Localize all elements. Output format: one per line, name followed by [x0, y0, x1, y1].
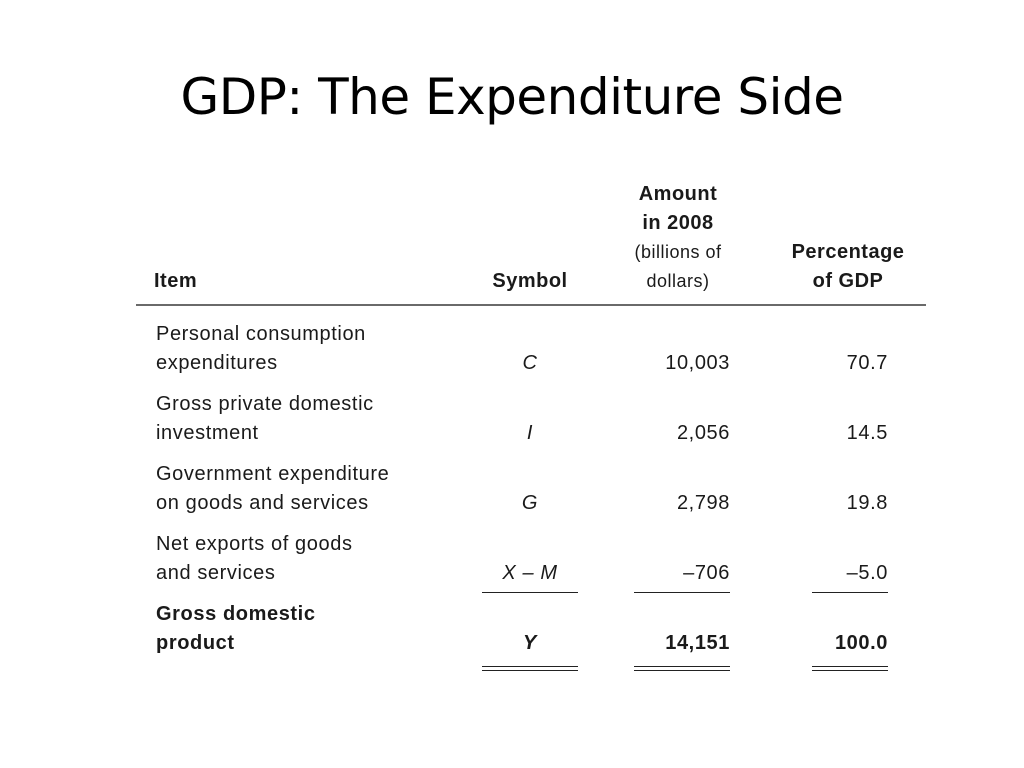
row-item-line1: Net exports of goods — [156, 533, 353, 555]
subtotal-rule-percentage — [812, 592, 888, 593]
total-item: Gross domestic product — [156, 600, 476, 658]
subtotal-rule-amount — [634, 592, 730, 593]
slide-title: GDP: The Expenditure Side — [180, 68, 844, 126]
row-amount: 10,003 — [665, 352, 730, 374]
header-amount-line4: dollars) — [646, 271, 710, 291]
table-header: Item Symbol Amount in 2008 (billions of … — [136, 180, 926, 306]
header-item: Item — [154, 270, 198, 292]
row-item: Net exports of goods and services — [156, 530, 476, 588]
row-item-line1: Government expenditure — [156, 463, 390, 485]
row-item-line2: on goods and services — [156, 492, 369, 514]
header-percentage-line1: Percentage — [791, 241, 905, 263]
row-amount: 2,798 — [676, 492, 730, 514]
table-row: Gross private domestic investment I 2,05… — [136, 382, 926, 452]
total-rule-symbol — [482, 666, 578, 671]
row-percentage: 19.8 — [846, 492, 888, 514]
table-row: Personal consumption expenditures C 10,0… — [136, 312, 926, 382]
row-item-line1: Gross private domestic — [156, 393, 374, 415]
row-item-line2: investment — [156, 422, 259, 444]
header-amount-line2: in 2008 — [642, 212, 714, 234]
row-item-line2: and services — [156, 562, 276, 584]
row-item-line2: expenditures — [156, 352, 278, 374]
row-amount: 2,056 — [676, 422, 730, 444]
row-symbol: G — [521, 492, 539, 514]
header-amount: Amount in 2008 (billions of dollars) — [608, 180, 748, 296]
row-item: Gross private domestic investment — [156, 390, 476, 448]
row-item: Personal consumption expenditures — [156, 320, 476, 378]
row-symbol: I — [526, 422, 534, 444]
row-amount: –706 — [683, 562, 730, 584]
total-amount: 14,151 — [665, 632, 730, 654]
total-rule-percentage — [812, 666, 888, 671]
row-percentage: 14.5 — [846, 422, 888, 444]
total-item-line1: Gross domestic — [156, 603, 316, 625]
header-symbol: Symbol — [492, 270, 568, 292]
header-percentage: Percentage of GDP — [768, 238, 928, 296]
table-row: Net exports of goods and services X – M … — [136, 522, 926, 593]
header-amount-line3: (billions of — [634, 242, 722, 262]
row-percentage: 70.7 — [846, 352, 888, 374]
total-percentage: 100.0 — [834, 632, 888, 654]
table-row-total: Gross domestic product Y 14,151 100.0 — [136, 592, 926, 671]
total-rule-amount — [634, 666, 730, 671]
row-percentage: –5.0 — [846, 562, 888, 584]
total-item-line2: product — [156, 632, 235, 654]
subtotal-rule-symbol — [482, 592, 578, 593]
total-symbol: Y — [523, 632, 537, 654]
expenditure-table: Item Symbol Amount in 2008 (billions of … — [136, 180, 926, 671]
row-item: Government expenditure on goods and serv… — [156, 460, 476, 518]
header-percentage-line2: of GDP — [812, 270, 884, 292]
row-symbol: X – M — [502, 562, 558, 584]
header-amount-line1: Amount — [638, 183, 718, 205]
row-item-line1: Personal consumption — [156, 323, 366, 345]
row-symbol: C — [522, 352, 538, 374]
table-row: Government expenditure on goods and serv… — [136, 452, 926, 522]
